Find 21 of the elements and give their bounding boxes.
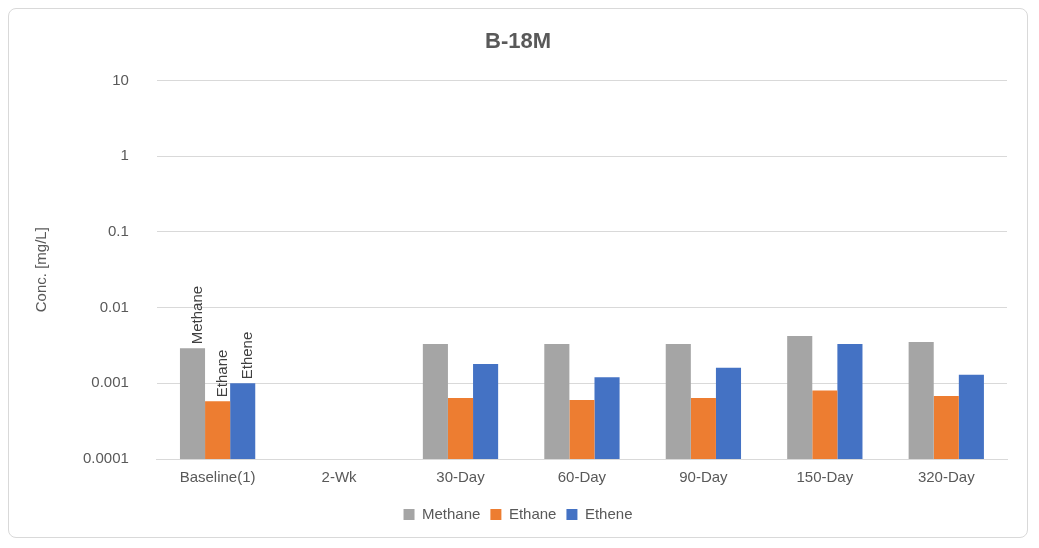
- y-tick-label: 1: [120, 146, 129, 164]
- y-axis-title: Conc. [mg/L]: [32, 227, 50, 313]
- y-tick-label: 0.0001: [82, 449, 129, 467]
- annotation: Ethene: [237, 331, 255, 380]
- chart-title: B-18M: [484, 28, 552, 54]
- legend-label: Methane: [422, 504, 481, 522]
- x-tick-label: Baseline(1): [179, 468, 256, 486]
- x-tick-label: 30-Day: [436, 468, 486, 486]
- annotation: Methane: [187, 285, 205, 345]
- y-tick-label: 0.1: [108, 221, 129, 239]
- x-tick-label: 150-Day: [796, 468, 854, 486]
- x-tick-label: 320-Day: [917, 468, 976, 486]
- x-tick-label: 60-Day: [557, 468, 607, 486]
- legend-label: Ethene: [584, 504, 633, 522]
- y-tick-label: 0.01: [99, 297, 129, 315]
- y-tick-label: 10: [112, 70, 129, 88]
- annotation: Ethane: [212, 349, 230, 398]
- x-tick-label: 90-Day: [679, 468, 729, 486]
- x-tick-label: 2-Wk: [321, 468, 358, 486]
- y-tick-label: 0.001: [91, 373, 129, 391]
- legend-label: Ethane: [508, 504, 557, 522]
